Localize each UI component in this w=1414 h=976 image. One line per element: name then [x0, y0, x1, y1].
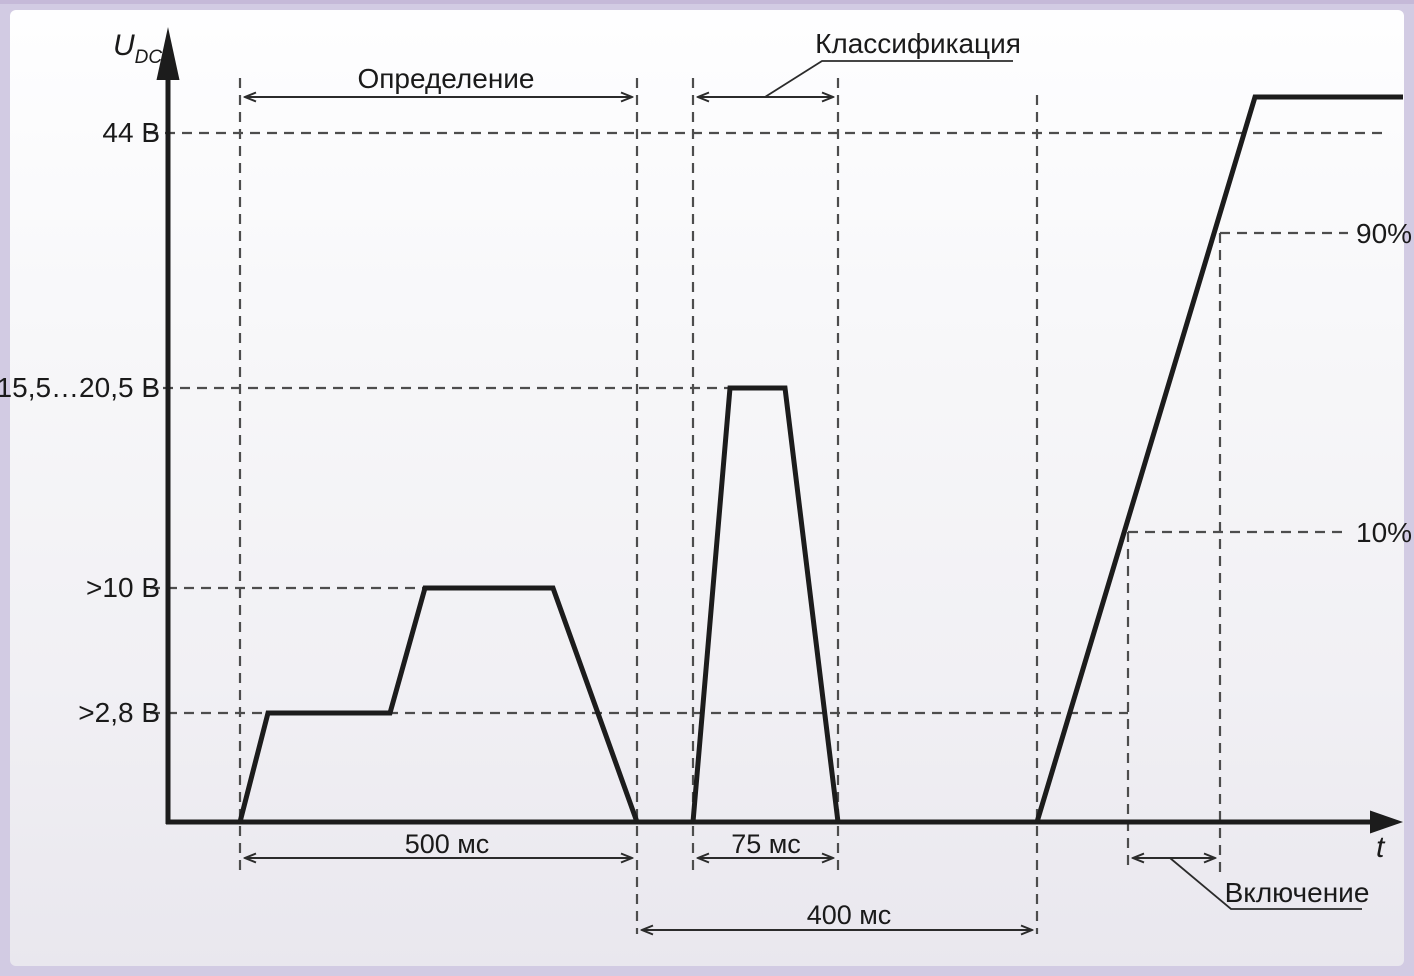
y-axis-label: UDC — [113, 29, 162, 68]
phase-label-detection: Определение — [357, 63, 534, 94]
x-axis-arrow-icon — [1370, 810, 1403, 834]
level-label-10pct: 10% — [1356, 517, 1412, 548]
dashed-reference-lines — [146, 78, 1385, 934]
level-label-90pct: 90% — [1356, 218, 1412, 249]
dimension-lines — [245, 60, 1362, 930]
voltage-waveform — [237, 94, 1403, 825]
level-label-10v: >10 В — [86, 572, 160, 603]
axes — [156, 27, 1403, 834]
leader-classification — [764, 60, 1013, 98]
level-label-2v8: >2,8 В — [78, 697, 160, 728]
phase-label-poweron: Включение — [1225, 877, 1370, 908]
labels: UDC t 44 В 15,5…20,5 В >10 В >2,8 В 90% … — [0, 28, 1412, 930]
level-label-44v: 44 В — [102, 117, 160, 148]
duration-label-500ms: 500 мс — [405, 829, 490, 859]
y-axis-arrow-icon — [156, 27, 180, 80]
level-label-15v: 15,5…20,5 В — [0, 372, 160, 403]
duration-label-400ms: 400 мс — [807, 900, 892, 930]
duration-label-75ms: 75 мс — [731, 829, 801, 859]
phase-label-classification: Классификация — [815, 28, 1021, 59]
x-axis-label: t — [1376, 831, 1386, 864]
leader-poweron — [1169, 857, 1362, 910]
